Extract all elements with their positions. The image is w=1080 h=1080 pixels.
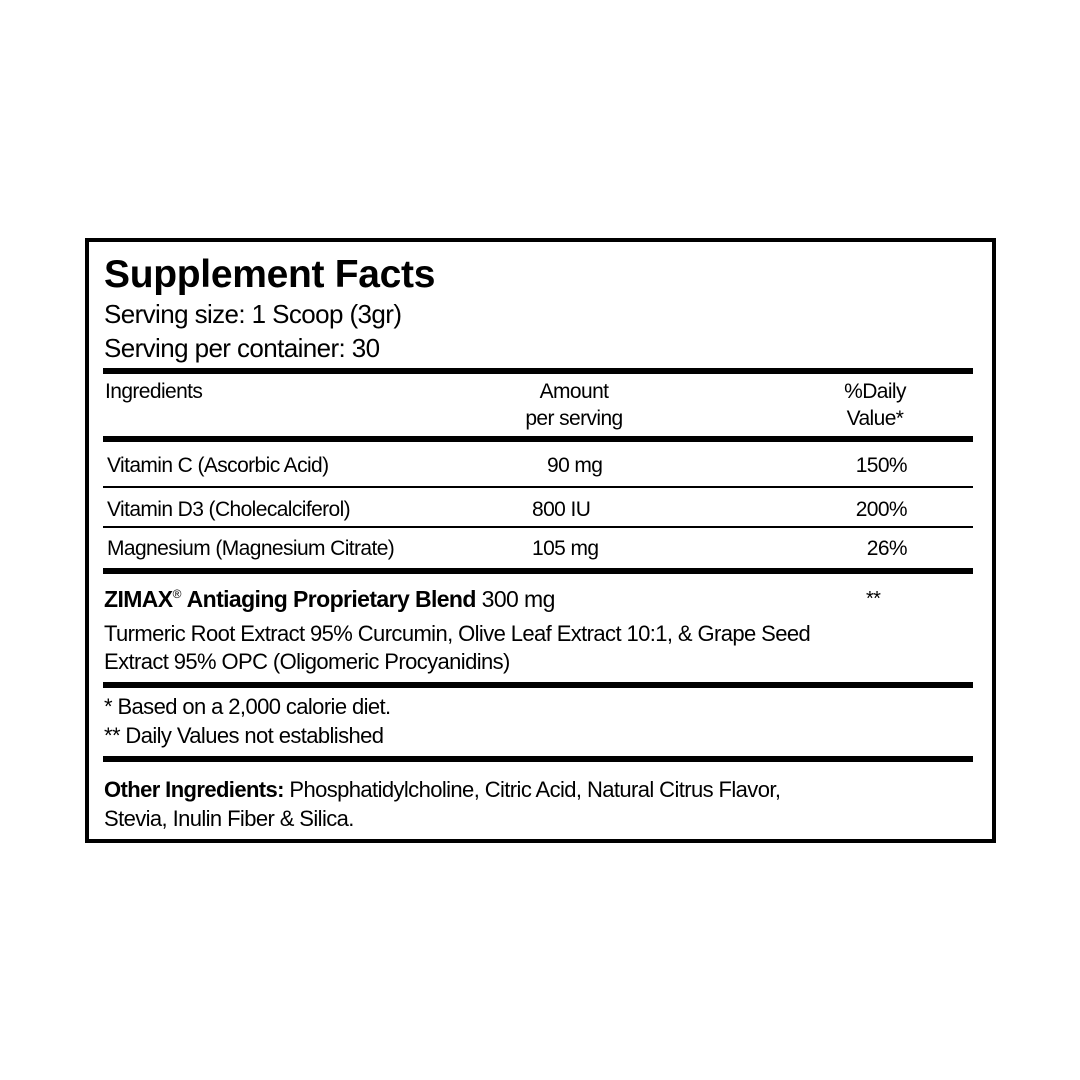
footnote-daily-value: * Based on a 2,000 calorie diet. — [104, 694, 391, 719]
divider-thick — [103, 436, 973, 442]
divider-thick — [103, 756, 973, 762]
header-dv-line1: %Daily — [844, 380, 906, 403]
footnote-not-established: ** Daily Values not established — [104, 723, 384, 748]
divider-thick — [103, 368, 973, 374]
row-amount: 105 mg — [532, 537, 599, 560]
header-amount-line2: per serving — [525, 407, 623, 430]
divider-thick — [103, 568, 973, 574]
header-dv-line2: Value* — [846, 407, 904, 430]
blend-description-line1: Turmeric Root Extract 95% Curcumin, Oliv… — [104, 621, 811, 646]
other-ingredients-label: Other Ingredients: — [104, 777, 284, 802]
row-dv: 150% — [855, 454, 908, 477]
supplement-facts-panel — [85, 238, 996, 843]
divider-thick — [103, 682, 973, 688]
blend-heading: ZIMAX® Antiaging Proprietary Blend 300 m… — [104, 588, 555, 611]
panel-title: Supplement Facts — [104, 253, 436, 296]
registered-mark: ® — [172, 587, 182, 601]
blend-description-line2: Extract 95% OPC (Oligomeric Procyanidins… — [104, 649, 510, 674]
other-ingredients-line2: Stevia, Inulin Fiber & Silica. — [104, 806, 354, 831]
divider-thin — [103, 526, 973, 528]
row-dv: 200% — [855, 498, 908, 521]
header-ingredients: Ingredients — [105, 380, 203, 403]
row-name: Vitamin C (Ascorbic Acid) — [107, 454, 329, 477]
row-amount: 90 mg — [547, 454, 603, 477]
row-amount: 800 IU — [532, 498, 591, 521]
other-ingredients-text: Phosphatidylcholine, Citric Acid, Natura… — [289, 777, 781, 802]
row-name: Vitamin D3 (Cholecalciferol) — [107, 498, 351, 521]
blend-amount: 300 mg — [481, 586, 556, 612]
blend-dv: ** — [866, 588, 881, 610]
other-ingredients-line1: Other Ingredients: Phosphatidylcholine, … — [104, 777, 781, 802]
blend-brand: ZIMAX — [104, 586, 173, 612]
header-amount-line1: Amount — [539, 380, 609, 403]
row-name: Magnesium (Magnesium Citrate) — [107, 537, 395, 560]
serving-size: Serving size: 1 Scoop (3gr) — [104, 299, 402, 329]
servings-per-container: Serving per container: 30 — [104, 333, 380, 363]
row-dv: 26% — [866, 537, 908, 560]
blend-name: Antiaging Proprietary Blend — [186, 586, 477, 612]
divider-thin — [103, 486, 973, 488]
